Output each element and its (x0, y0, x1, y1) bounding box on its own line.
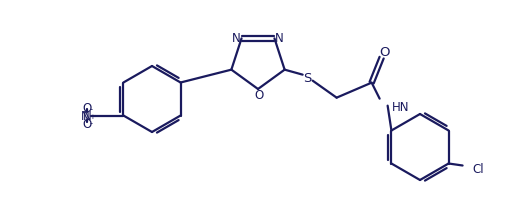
Text: O: O (380, 46, 390, 59)
Text: N: N (232, 32, 241, 45)
Text: -: - (90, 104, 93, 113)
Text: Cl: Cl (472, 162, 484, 175)
Text: O: O (83, 102, 92, 114)
Text: O: O (83, 118, 92, 130)
Text: +: + (89, 114, 96, 120)
Text: N: N (275, 32, 284, 45)
Text: -: - (90, 118, 93, 127)
Text: S: S (303, 72, 312, 85)
Text: HN: HN (392, 101, 409, 114)
Text: N: N (81, 110, 89, 122)
Text: O: O (255, 89, 264, 102)
Text: N: N (83, 110, 92, 122)
